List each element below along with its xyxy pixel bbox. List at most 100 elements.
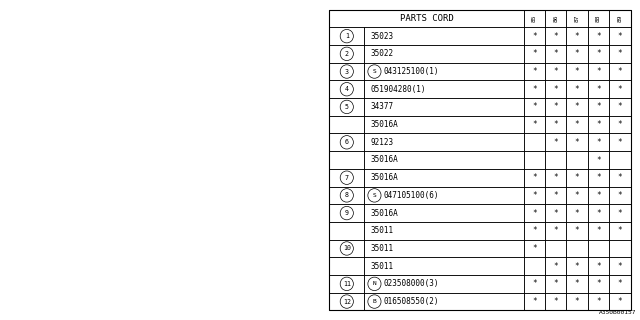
Bar bbox=[566, 275, 588, 293]
Text: B: B bbox=[372, 299, 376, 304]
Bar bbox=[364, 45, 524, 63]
Text: *: * bbox=[554, 226, 558, 235]
Text: 35016A: 35016A bbox=[371, 173, 399, 182]
Bar bbox=[364, 133, 524, 151]
Bar bbox=[566, 10, 588, 27]
Text: *: * bbox=[575, 49, 579, 58]
Bar bbox=[524, 240, 545, 257]
Text: 35011: 35011 bbox=[371, 244, 394, 253]
Text: N: N bbox=[372, 281, 376, 286]
Text: *: * bbox=[596, 67, 601, 76]
Bar bbox=[330, 10, 524, 27]
Text: *: * bbox=[554, 32, 558, 41]
Bar bbox=[545, 10, 566, 27]
Text: *: * bbox=[596, 138, 601, 147]
Text: *: * bbox=[554, 191, 558, 200]
Bar bbox=[524, 275, 545, 293]
Text: *: * bbox=[575, 67, 579, 76]
Bar bbox=[588, 151, 609, 169]
Bar bbox=[545, 116, 566, 133]
Bar bbox=[566, 222, 588, 240]
Bar bbox=[364, 275, 524, 293]
Text: *: * bbox=[575, 226, 579, 235]
Text: *: * bbox=[575, 279, 579, 288]
Bar bbox=[609, 240, 630, 257]
Bar bbox=[524, 222, 545, 240]
Bar bbox=[545, 133, 566, 151]
Bar bbox=[609, 80, 630, 98]
Bar bbox=[588, 169, 609, 187]
Text: *: * bbox=[532, 191, 537, 200]
Text: *: * bbox=[532, 67, 537, 76]
Text: *: * bbox=[596, 226, 601, 235]
Bar bbox=[566, 240, 588, 257]
Text: *: * bbox=[532, 209, 537, 218]
Bar bbox=[364, 204, 524, 222]
Bar bbox=[566, 187, 588, 204]
Bar bbox=[545, 80, 566, 98]
Text: *: * bbox=[575, 209, 579, 218]
Text: *: * bbox=[618, 85, 622, 94]
Bar bbox=[609, 98, 630, 116]
Bar bbox=[330, 98, 364, 116]
Bar bbox=[524, 187, 545, 204]
Text: 34377: 34377 bbox=[371, 102, 394, 111]
Text: 8: 8 bbox=[345, 192, 349, 198]
Bar bbox=[364, 151, 524, 169]
Bar bbox=[545, 98, 566, 116]
Text: *: * bbox=[532, 279, 537, 288]
Text: *: * bbox=[532, 49, 537, 58]
Bar bbox=[364, 257, 524, 275]
Bar bbox=[566, 27, 588, 45]
Text: *: * bbox=[532, 120, 537, 129]
Text: *: * bbox=[532, 297, 537, 306]
Bar bbox=[524, 293, 545, 310]
Text: *: * bbox=[596, 297, 601, 306]
Bar bbox=[609, 204, 630, 222]
Bar bbox=[330, 257, 364, 275]
Bar bbox=[545, 222, 566, 240]
Text: *: * bbox=[596, 49, 601, 58]
Bar bbox=[330, 116, 364, 133]
Text: 10: 10 bbox=[343, 245, 351, 252]
Bar bbox=[566, 63, 588, 80]
Bar bbox=[545, 275, 566, 293]
Text: *: * bbox=[532, 85, 537, 94]
Text: 35023: 35023 bbox=[371, 32, 394, 41]
Text: 2: 2 bbox=[345, 51, 349, 57]
Text: *: * bbox=[532, 32, 537, 41]
Text: *: * bbox=[618, 226, 622, 235]
Bar bbox=[588, 27, 609, 45]
Bar bbox=[588, 187, 609, 204]
Text: 6: 6 bbox=[345, 139, 349, 145]
Bar bbox=[588, 275, 609, 293]
Bar bbox=[609, 10, 630, 27]
Text: *: * bbox=[575, 85, 579, 94]
Bar bbox=[566, 151, 588, 169]
Text: *: * bbox=[618, 49, 622, 58]
Bar bbox=[524, 133, 545, 151]
Text: 043125100(1): 043125100(1) bbox=[383, 67, 439, 76]
Text: 85: 85 bbox=[532, 15, 537, 22]
Text: *: * bbox=[596, 156, 601, 164]
Bar bbox=[330, 240, 364, 257]
Bar bbox=[566, 293, 588, 310]
Bar bbox=[545, 187, 566, 204]
Text: *: * bbox=[618, 297, 622, 306]
Text: *: * bbox=[575, 32, 579, 41]
Text: *: * bbox=[596, 173, 601, 182]
Text: *: * bbox=[575, 138, 579, 147]
Bar bbox=[609, 293, 630, 310]
Bar bbox=[364, 293, 524, 310]
Text: *: * bbox=[554, 120, 558, 129]
Text: 35016A: 35016A bbox=[371, 156, 399, 164]
Text: 047105100(6): 047105100(6) bbox=[383, 191, 439, 200]
Bar bbox=[566, 169, 588, 187]
Bar bbox=[609, 45, 630, 63]
Text: *: * bbox=[554, 85, 558, 94]
Bar bbox=[524, 116, 545, 133]
Text: 92123: 92123 bbox=[371, 138, 394, 147]
Bar bbox=[364, 80, 524, 98]
Bar bbox=[588, 98, 609, 116]
Text: 35011: 35011 bbox=[371, 262, 394, 271]
